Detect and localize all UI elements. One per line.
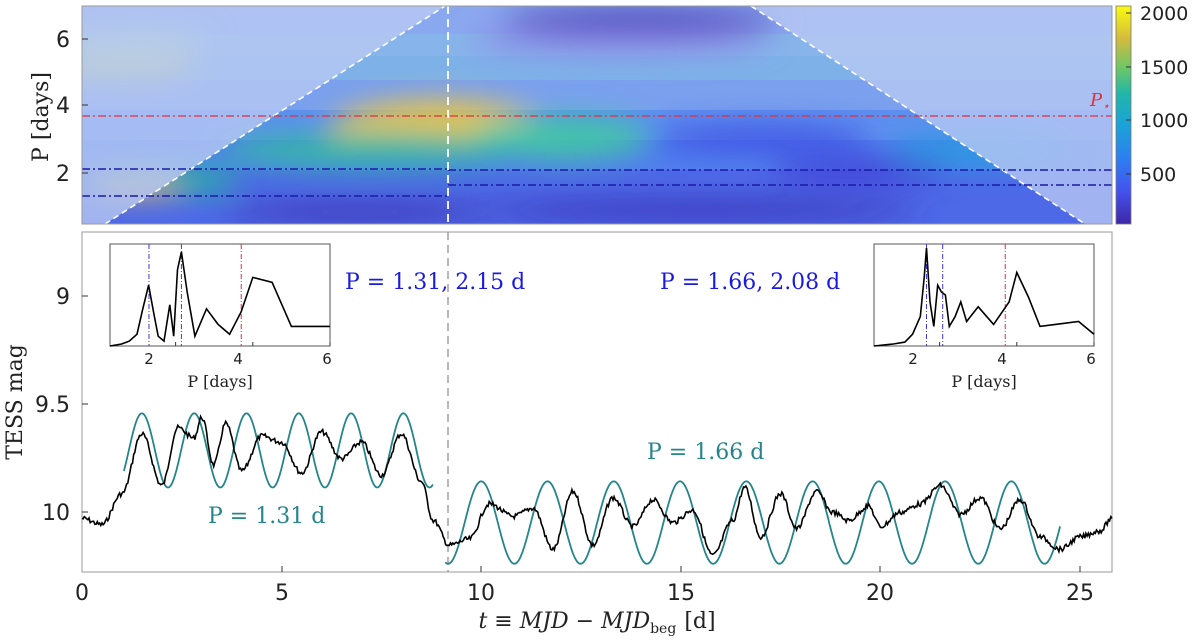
cone-of-influence-right xyxy=(751,6,1112,224)
wavelet-heatmap xyxy=(82,6,1112,224)
inset-frame xyxy=(109,243,331,347)
p-star-label: P⋆ xyxy=(1089,90,1110,113)
colorbar-gradient xyxy=(1115,5,1132,225)
top-axes-frame xyxy=(81,5,1113,225)
x-tick-label: 0 xyxy=(75,581,89,606)
inset-periodogram-right: 2 4 6 P [days] xyxy=(873,243,1096,391)
colorbar: 500 1000 1500 2000 xyxy=(1115,3,1188,225)
y-tick-label: 9 xyxy=(56,285,70,310)
heatmap-blob xyxy=(470,116,650,160)
cone-of-influence-boundary xyxy=(104,6,446,224)
light-curve-series xyxy=(81,412,1113,565)
bottom-x-tick-marks xyxy=(281,566,1081,572)
colorbar-tick-label: 500 xyxy=(1140,164,1176,186)
top-y-tick-label: 4 xyxy=(56,94,70,119)
top-y-tick-label: 2 xyxy=(56,162,70,187)
heatmap-blob xyxy=(480,200,920,220)
annotation-fit-left: P = 1.31 d xyxy=(208,504,325,529)
inset-x-tick-label: 6 xyxy=(1086,350,1096,368)
heatmap-blob xyxy=(500,10,780,30)
x-tick-label: 5 xyxy=(275,581,289,606)
bottom-y-axis-label: TESS mag xyxy=(3,344,28,460)
inset-x-tick-label: 4 xyxy=(233,350,243,368)
colorbar-tick-label: 1000 xyxy=(1140,110,1188,132)
heatmap-blob xyxy=(220,204,500,220)
x-tick-label: 25 xyxy=(1066,581,1094,606)
top-y-tick-label: 6 xyxy=(56,28,70,53)
top-y-axis-label: P [days] xyxy=(29,72,54,162)
inset-frame xyxy=(873,243,1095,347)
x-tick-label: 10 xyxy=(467,581,495,606)
bottom-y-ticks: 9 9.5 10 xyxy=(35,285,88,526)
inset-x-tick-label: 6 xyxy=(322,350,332,368)
annotation-fit-right: P = 1.66 d xyxy=(647,440,764,465)
cone-of-influence-left xyxy=(82,6,445,224)
colorbar-tick-label: 2000 xyxy=(1140,3,1188,25)
inset-x-axis-label: P [days] xyxy=(951,372,1016,391)
y-tick-label: 9.5 xyxy=(35,393,70,418)
inset-x-tick-label: 4 xyxy=(997,350,1007,368)
bottom-x-ticks: 0 5 10 15 20 25 xyxy=(75,581,1094,606)
fit-curve-1-31d xyxy=(123,412,434,489)
inset-periodogram-left: 2 4 6 P [days] xyxy=(109,243,332,391)
heatmap-blob xyxy=(470,26,770,54)
inset-periodogram-line xyxy=(109,251,330,347)
inset-x-axis-label: P [days] xyxy=(187,372,252,391)
cone-of-influence-boundary xyxy=(750,6,1086,224)
annotation-left-periods: P = 1.31, 2.15 d xyxy=(345,270,525,295)
x-tick-label: 15 xyxy=(667,581,695,606)
top-y-ticks: 2 4 6 xyxy=(56,28,88,187)
inset-x-tick-label: 2 xyxy=(144,350,154,368)
annotation-right-periods: P = 1.66, 2.08 d xyxy=(660,270,840,295)
heatmap-blob xyxy=(220,132,520,168)
heatmap-blob xyxy=(650,126,870,150)
colorbar-tick-label: 1500 xyxy=(1140,57,1188,79)
fit-curve-1-66d xyxy=(444,480,1061,565)
inset-periodogram-line xyxy=(873,247,1095,347)
inset-x-tick-label: 2 xyxy=(908,350,918,368)
y-tick-label: 10 xyxy=(42,501,70,526)
x-axis-label: t ≡ MJD − MJDbeg [d] xyxy=(478,609,715,637)
light-curve-observed xyxy=(81,414,1113,556)
x-tick-label: 20 xyxy=(866,581,894,606)
